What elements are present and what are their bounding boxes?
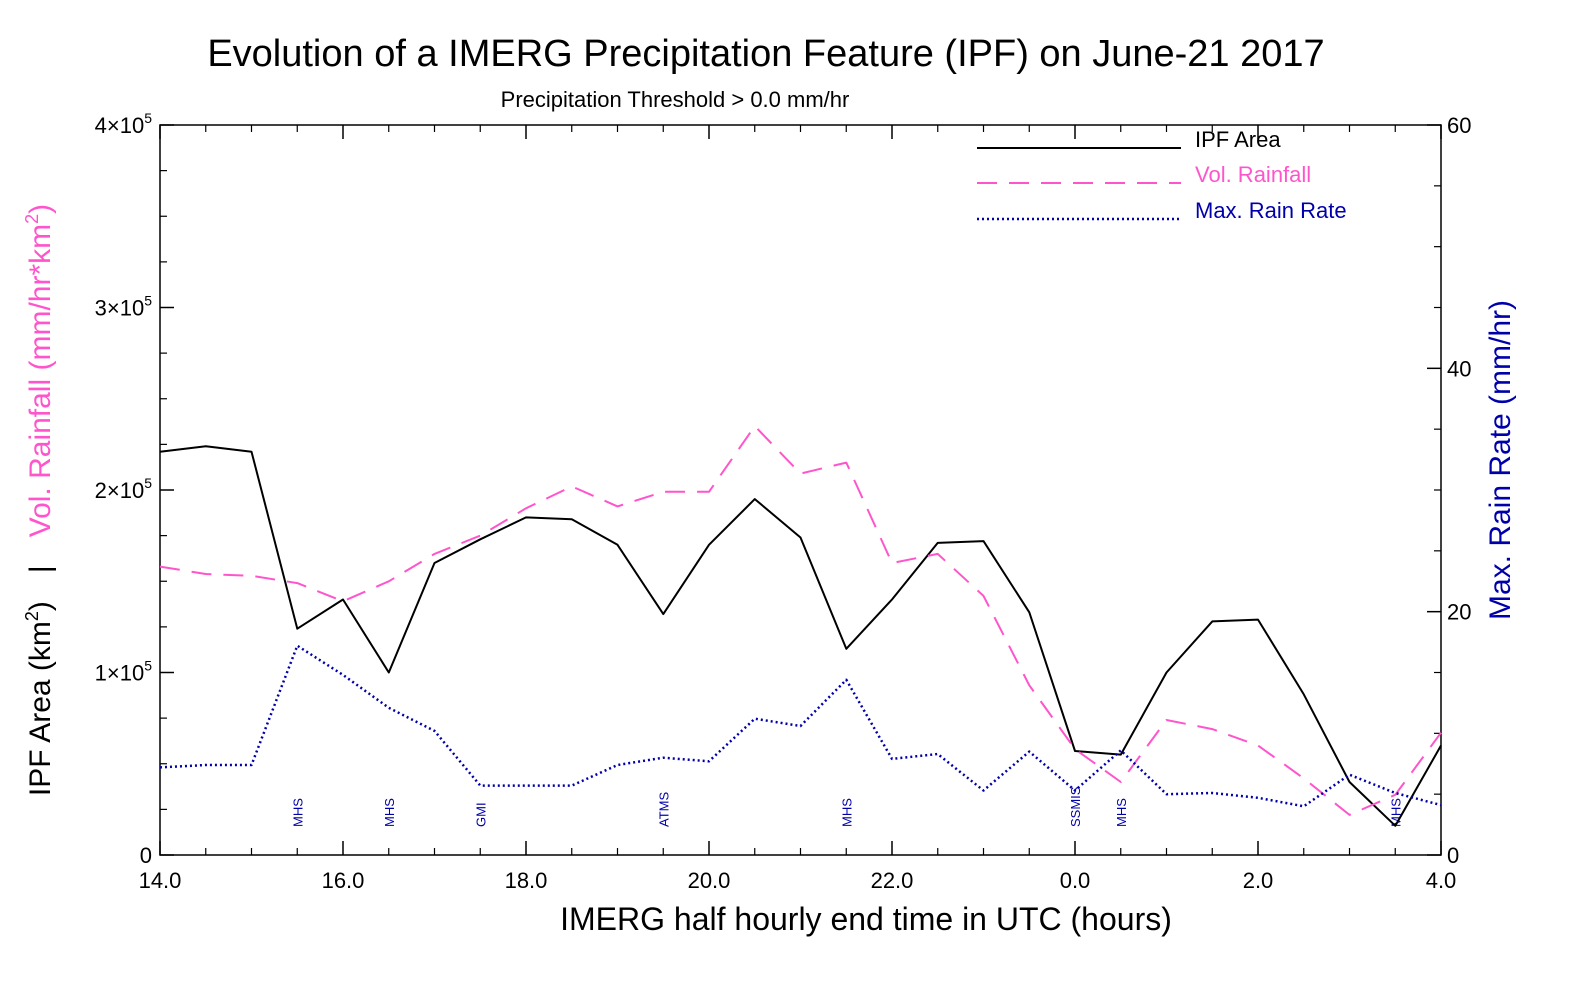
y-left-tick-label: 3×105: [95, 293, 153, 321]
y-left-tick-mantissa: 4×10: [95, 113, 145, 138]
sensor-annotation: MHS: [290, 798, 305, 827]
x-tick-label: 2.0: [1243, 868, 1274, 893]
x-tick-label: 14.0: [139, 868, 182, 893]
series-line-max-rain-rate: [159, 644, 1442, 808]
y-left-tick-mantissa: 3×10: [95, 296, 145, 321]
plot-frame: [159, 124, 1442, 856]
y-right-tick-label: 0: [1447, 843, 1459, 868]
x-tick-label: 22.0: [871, 868, 914, 893]
sensor-annotation: GMI: [473, 802, 488, 827]
chart-subtitle: Precipitation Threshold > 0.0 mm/hr: [501, 87, 850, 112]
x-tick-label: 18.0: [505, 868, 548, 893]
x-tick-label: 20.0: [688, 868, 731, 893]
y-right-tick-label: 60: [1447, 113, 1471, 138]
x-tick-label: 0.0: [1060, 868, 1091, 893]
sensor-annotation: ATMS: [656, 792, 671, 827]
y-left-tick-mantissa: 2×10: [95, 478, 145, 503]
y-left-title-area-close: ): [24, 601, 57, 611]
y-left-title-rainfall-close: ): [24, 204, 57, 214]
y-left-tick-mantissa: 1×10: [95, 661, 145, 686]
y-left-tick-exponent: 5: [144, 475, 152, 491]
series-line-ipf-area: [159, 445, 1442, 827]
y-left-title-rainfall: Vol. Rainfall (mm/hr*km: [24, 224, 57, 537]
y-left-axis-title: IPF Area (km2)|Vol. Rainfall (mm/hr*km2): [22, 204, 57, 796]
legend-label: IPF Area: [1195, 127, 1281, 152]
y-left-tick-label: 0: [140, 843, 152, 868]
y-left-tick-exponent: 5: [144, 658, 152, 674]
y-left-title-area: IPF Area (km: [24, 621, 57, 796]
y-left-tick-exponent: 5: [144, 110, 152, 126]
y-left-title-separator: |: [24, 565, 57, 573]
y-left-tick-label: 2×105: [95, 475, 153, 503]
legend-label: Vol. Rainfall: [1195, 162, 1311, 187]
x-tick-label: 16.0: [322, 868, 365, 893]
sensor-annotation: MHS: [382, 798, 397, 827]
y-left-tick-label: 1×105: [95, 658, 153, 686]
y-left-title-rainfall-sup: 2: [22, 214, 42, 224]
sensor-annotation: MHS: [839, 798, 854, 827]
legend-label: Max. Rain Rate: [1195, 198, 1347, 223]
y-left-tick-exponent: 5: [144, 293, 152, 309]
y-right-tick-label: 40: [1447, 356, 1471, 381]
y-left-tick-label: 4×105: [95, 110, 153, 138]
x-axis-title: IMERG half hourly end time in UTC (hours…: [560, 901, 1172, 937]
x-tick-label: 4.0: [1426, 868, 1457, 893]
chart-title: Evolution of a IMERG Precipitation Featu…: [207, 33, 1324, 75]
sensor-annotation: MHS: [1388, 798, 1403, 827]
y-left-tick-mantissa: 0: [140, 843, 152, 868]
y-right-axis-title: Max. Rain Rate (mm/hr): [1484, 300, 1517, 620]
sensor-annotation: MHS: [1114, 798, 1129, 827]
sensor-annotation: SSMIS: [1068, 786, 1083, 827]
y-left-title-area-sup: 2: [22, 611, 42, 621]
y-right-tick-label: 20: [1447, 600, 1471, 625]
